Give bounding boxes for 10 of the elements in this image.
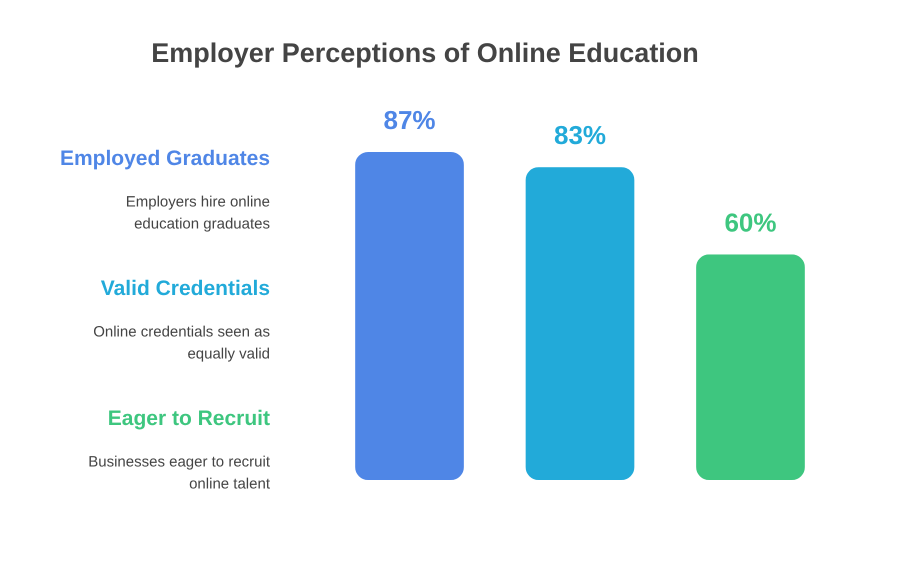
data-label: 60% [724, 207, 777, 238]
text: Online credentials seen as equally valid [93, 324, 270, 363]
text: Businesses eager to recruit online talent [88, 454, 271, 493]
data-label: 83% [554, 120, 606, 150]
text: Eager to Recruit [108, 406, 270, 430]
text: Employed Graduates [60, 146, 270, 170]
chart-title: Employer Perceptions of Online Education [151, 38, 699, 68]
text: Valid Credentials [100, 276, 270, 300]
data-label: 87% [383, 105, 436, 135]
text: Employers hire online education graduates [126, 194, 270, 233]
